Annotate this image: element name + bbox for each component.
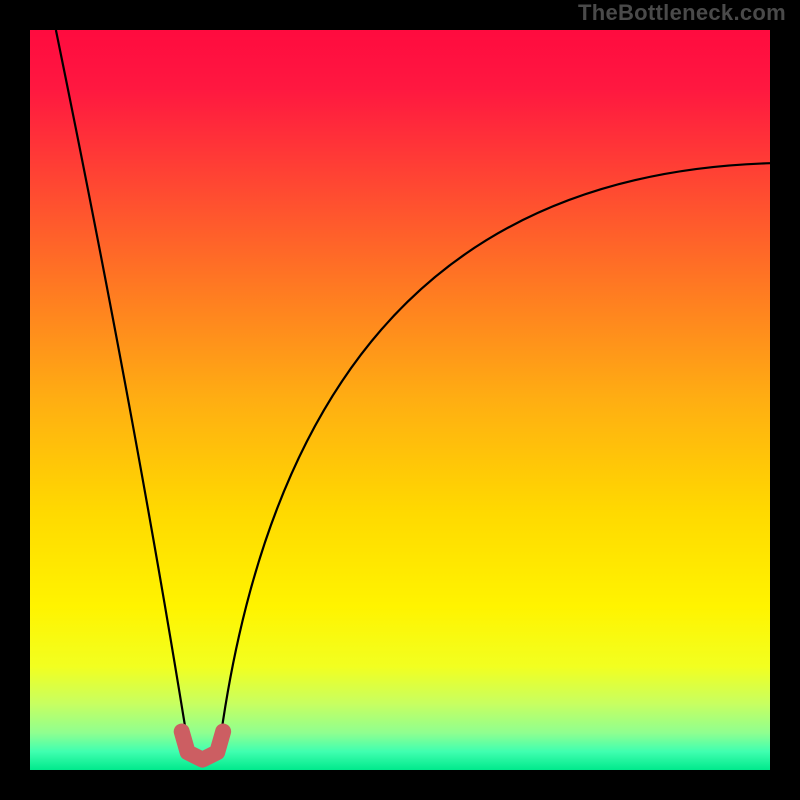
plot-background	[30, 30, 770, 770]
bottleneck-chart	[0, 0, 800, 800]
watermark-text: TheBottleneck.com	[578, 0, 786, 26]
